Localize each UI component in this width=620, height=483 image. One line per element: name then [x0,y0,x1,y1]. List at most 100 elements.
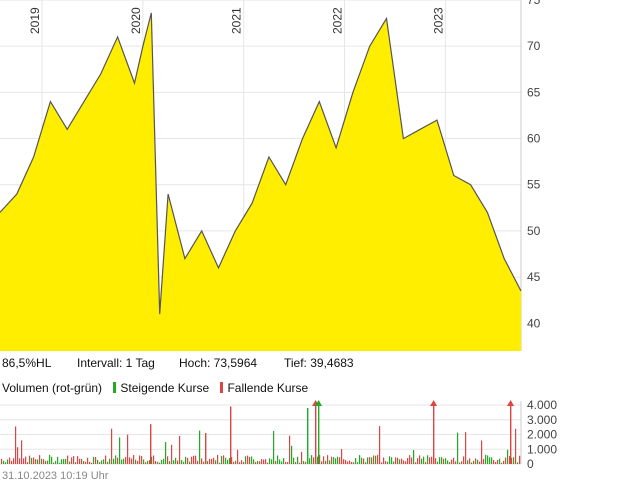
volume-bar [143,459,145,464]
volume-spike-bar [230,406,232,464]
year-label: 2023 [431,7,445,34]
volume-bar [63,459,65,464]
volume-bar [129,457,131,464]
volume-bar [445,458,447,464]
volume-bar [55,461,57,464]
volume-bar [481,440,483,464]
volume-bar [485,454,487,464]
volume-bar [13,458,15,464]
volume-bar [149,460,151,464]
volume-bar [317,456,319,464]
volume-spike-bar [315,405,317,464]
year-label: 2021 [230,7,244,34]
volume-bar [137,460,139,464]
price-y-axis: 40 45 50 55 60 65 70 75 [527,0,541,330]
volume-bar [179,436,181,464]
year-label: 2020 [129,7,143,34]
volume-bar [353,462,355,464]
volume-bar [277,455,279,464]
volume-bar [21,440,23,464]
volume-bar [519,455,521,464]
volume-bar [459,462,461,464]
volume-bar [397,457,399,464]
volume-bar [373,455,375,464]
volume-bar [27,462,29,464]
volume-bar [147,460,149,464]
volume-spike-bar [318,405,320,464]
volume-bar [151,456,153,464]
volume-bar [29,455,31,464]
overflow-arrow-icon [315,400,322,406]
volume-bar [67,455,69,464]
volume-bar [183,461,185,464]
volume-bar [61,459,63,464]
volume-bar [511,457,513,464]
volume-bar [359,455,361,464]
volume-bar [209,458,211,464]
volume-bar [253,459,255,464]
volume-bar [465,432,467,464]
volume-bar [173,460,175,464]
price-area [0,12,521,352]
volume-bar [123,458,125,464]
volume-bar [385,461,387,464]
volume-legend: Volumen (rot-grün) Steigende Kurse Falle… [2,381,308,395]
volume-bar [495,461,497,464]
volume-bar [363,458,365,464]
price-tick-label: 50 [527,224,541,238]
volume-bar [99,462,101,464]
volume-bar [417,458,419,464]
volume-bar [153,455,155,464]
volume-bar [413,449,415,464]
volume-bar [79,458,81,464]
volume-bar [415,462,417,464]
volume-bar [155,461,157,464]
overflow-arrow-icon [507,400,514,406]
volume-bar [333,457,335,464]
price-tick-label: 45 [527,270,541,284]
volume-bar [7,459,9,464]
volume-bar [131,458,133,464]
volume-bar [85,461,87,464]
volume-bar [467,460,469,464]
volume-bar [75,462,77,464]
volume-bar [431,456,433,464]
volume-bar [441,457,443,464]
volume-bar [11,460,13,464]
volume-bar [331,456,333,464]
volume-bar [169,461,171,464]
volume-bar [501,462,503,464]
volume-bar [59,462,61,464]
volume-grid [0,401,522,465]
volume-bar [1,458,3,464]
volume-bar [117,457,119,464]
volume-bar [343,459,345,464]
volume-bar [89,461,91,464]
volume-bar [337,456,339,464]
volume-bar [273,430,275,464]
volume-bar [351,461,353,464]
volume-bar [45,460,47,464]
volume-bar [487,455,489,464]
volume-bar [515,428,517,464]
price-tick-label: 65 [527,85,541,99]
volume-bar [313,457,315,464]
year-label: 2019 [28,7,42,34]
volume-bar [3,460,5,464]
volume-bar [437,461,439,464]
volume-bar [125,456,127,464]
volume-bar [387,461,389,464]
volume-bar [403,460,405,464]
volume-bar [443,458,445,464]
volume-bar [271,459,273,464]
volume-bar [49,454,51,464]
volume-bar [491,457,493,464]
volume-bar [425,462,427,464]
volume-bar [419,455,421,464]
volume-bar [231,457,233,464]
volume-bar [133,455,135,464]
volume-bar [193,455,195,464]
volume-bar [35,459,37,464]
volume-bar [77,456,79,464]
